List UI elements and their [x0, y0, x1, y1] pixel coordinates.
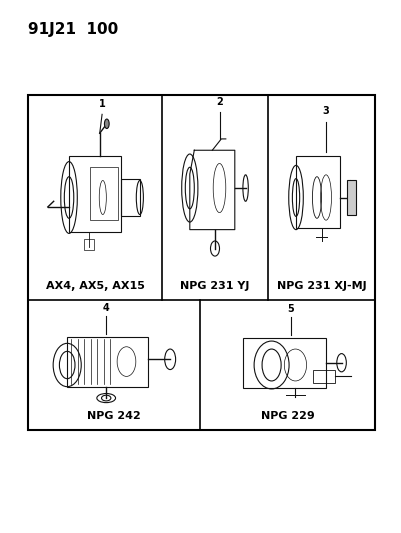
Bar — [69, 156, 121, 231]
Bar — [243, 337, 326, 388]
Bar — [90, 167, 118, 220]
Bar — [121, 179, 140, 216]
Text: AX4, AX5, AX15: AX4, AX5, AX15 — [46, 281, 144, 291]
Text: NPG 242: NPG 242 — [87, 411, 141, 421]
Text: NPG 231 YJ: NPG 231 YJ — [180, 281, 250, 291]
Bar — [296, 156, 340, 228]
Text: 2: 2 — [216, 97, 223, 107]
Text: 4: 4 — [103, 303, 109, 312]
Text: 5: 5 — [287, 304, 294, 314]
Text: 1: 1 — [99, 99, 105, 109]
Text: 91J21  100: 91J21 100 — [28, 22, 118, 37]
Text: NPG 231 XJ-MJ: NPG 231 XJ-MJ — [277, 281, 366, 291]
Ellipse shape — [104, 119, 109, 128]
Bar — [313, 369, 335, 383]
Bar — [67, 336, 148, 386]
Bar — [28, 95, 375, 430]
Bar — [347, 181, 356, 214]
Bar — [84, 239, 94, 251]
Text: 3: 3 — [323, 106, 330, 116]
Text: NPG 229: NPG 229 — [261, 411, 314, 421]
